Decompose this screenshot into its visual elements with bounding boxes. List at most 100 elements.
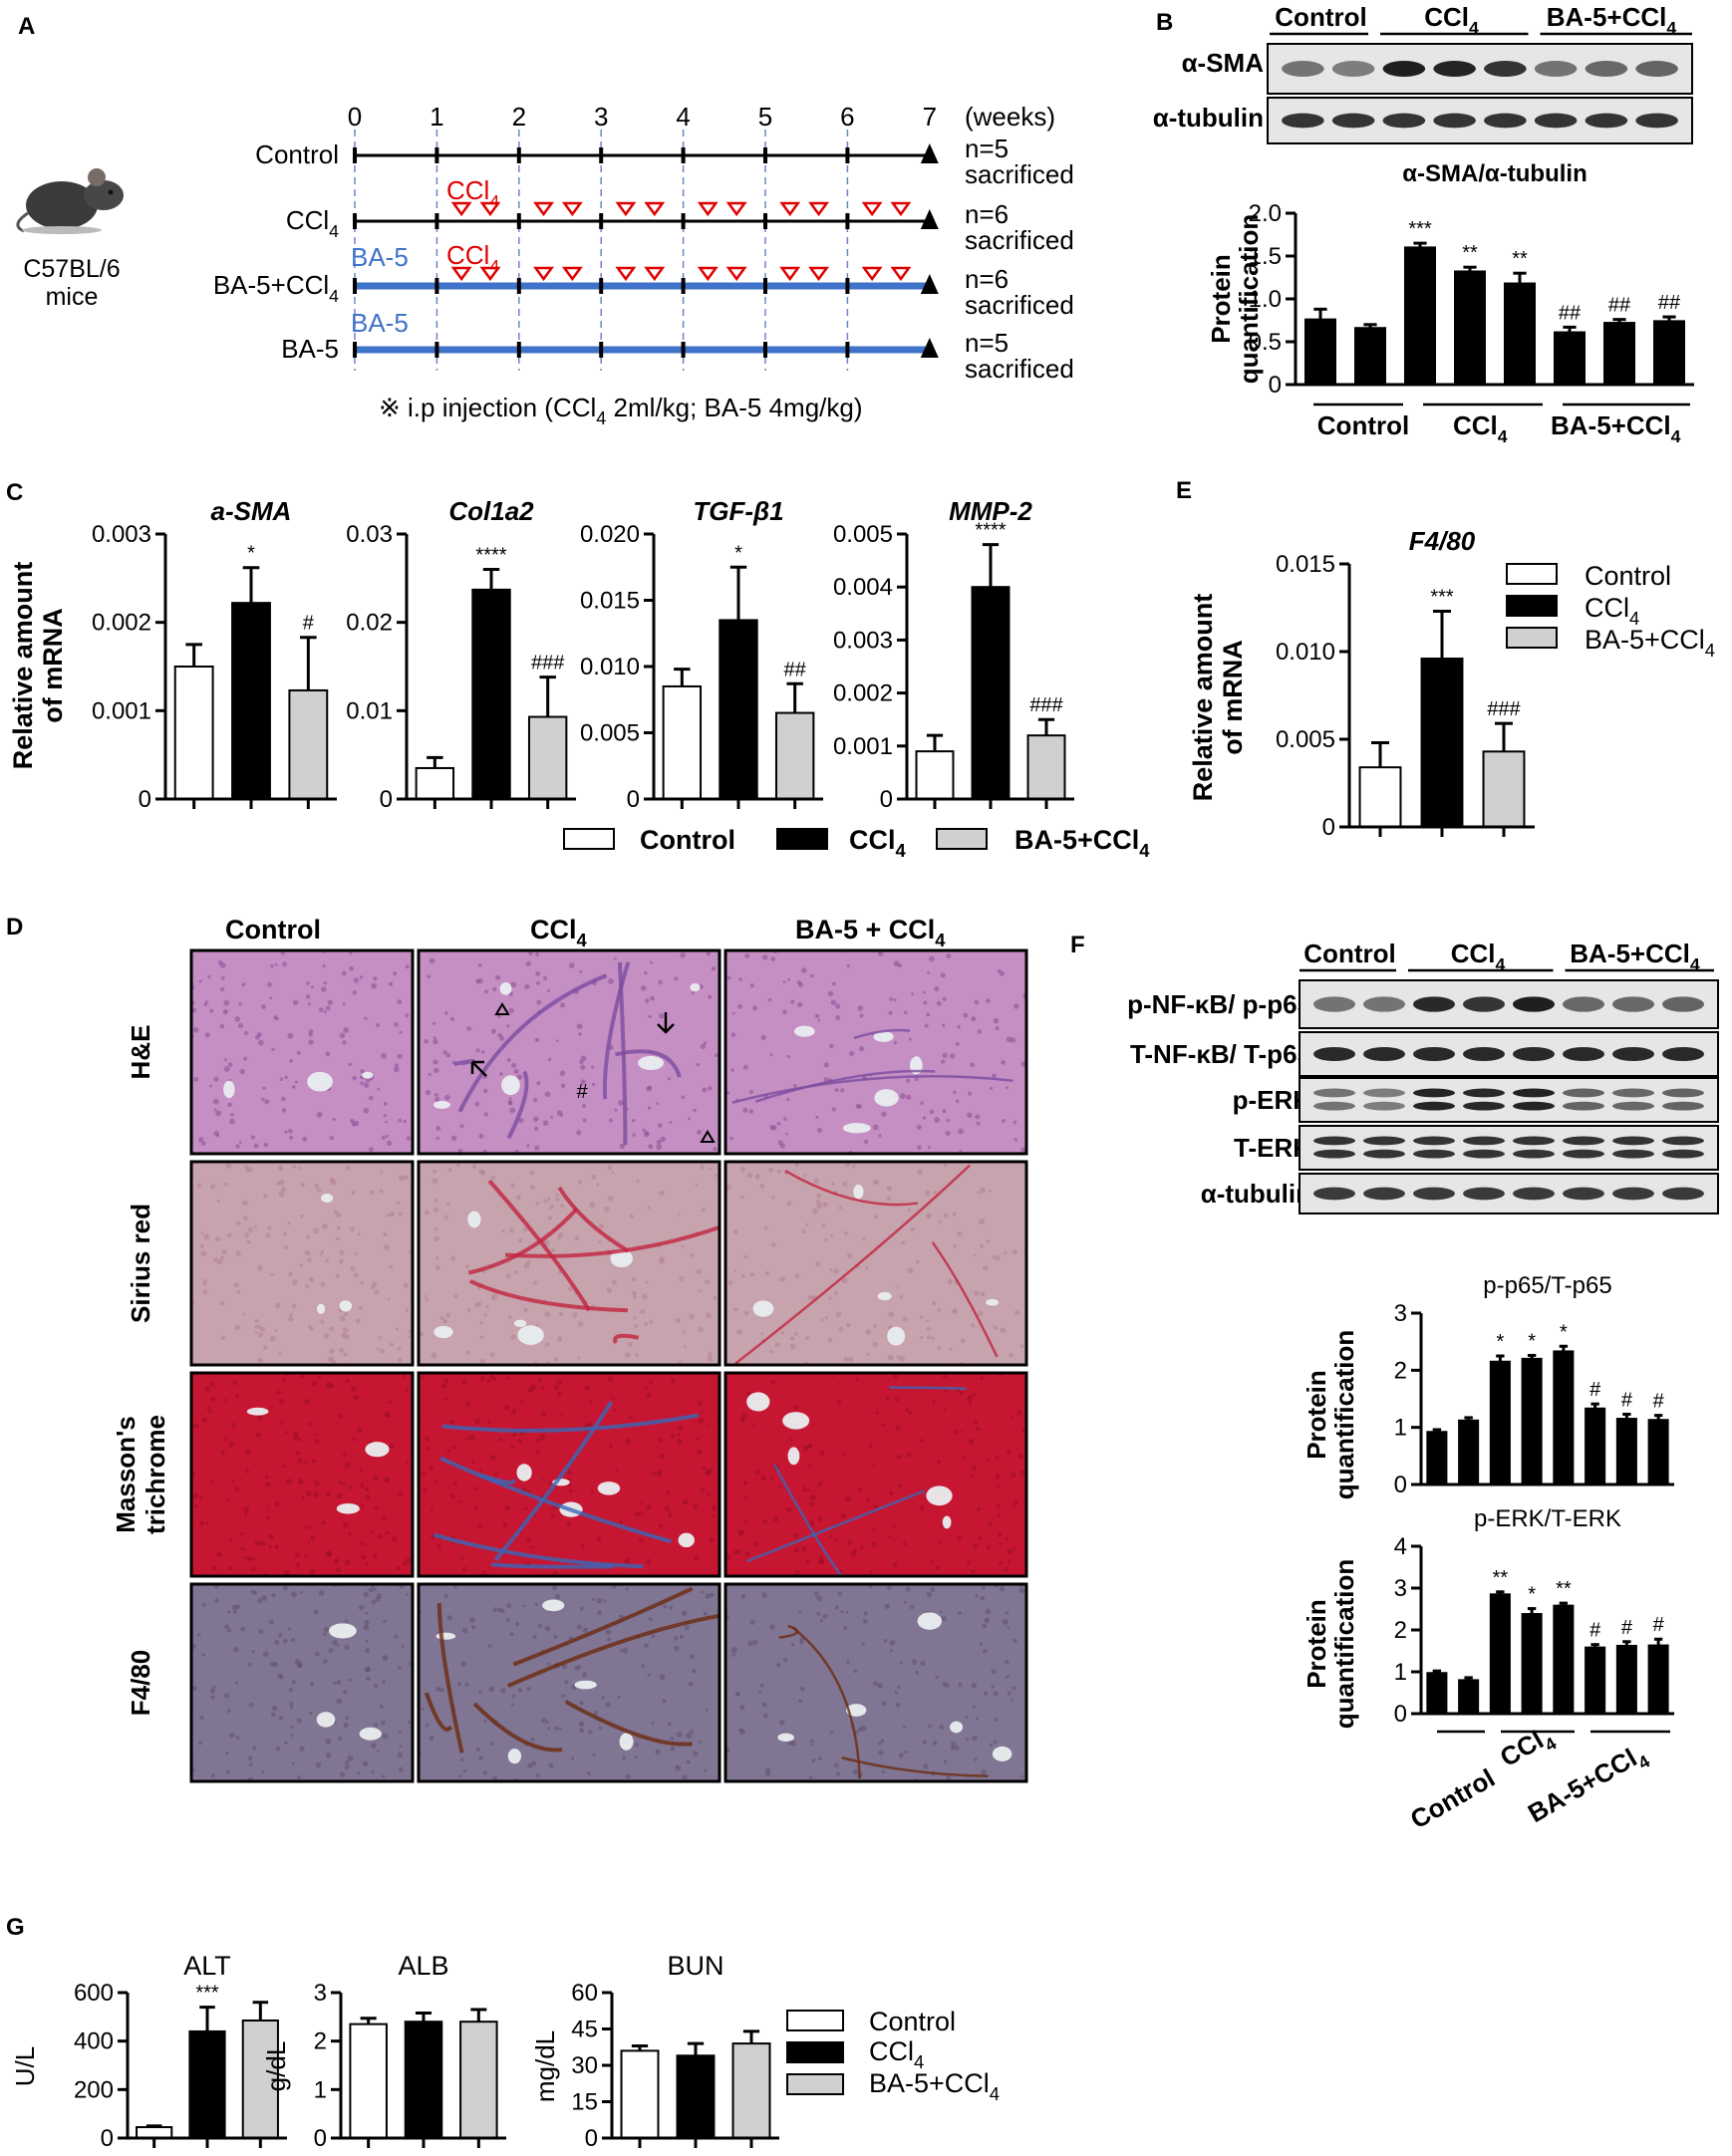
tissue-texture xyxy=(271,1705,278,1712)
tissue-texture xyxy=(373,1723,379,1728)
tissue-texture xyxy=(1003,1566,1009,1572)
tissue-texture xyxy=(359,1306,363,1311)
tissue-texture xyxy=(243,1215,248,1221)
tissue-background xyxy=(419,1162,720,1365)
histology-tile xyxy=(725,950,1026,1154)
tissue-texture xyxy=(220,962,226,968)
tissue-texture xyxy=(311,1459,317,1464)
tissue-texture xyxy=(547,1727,551,1731)
tissue-texture xyxy=(711,966,717,971)
tissue-texture xyxy=(993,1691,999,1697)
tissue-texture xyxy=(275,1302,281,1309)
tissue-texture xyxy=(727,1280,733,1285)
tissue-texture xyxy=(243,1547,247,1551)
tissue-texture xyxy=(752,1639,758,1645)
protein-band xyxy=(1413,1046,1455,1062)
significance-label: *** xyxy=(1408,218,1432,240)
tissue-texture xyxy=(479,1468,482,1472)
tissue-texture xyxy=(382,1515,387,1520)
fibrosis-septum xyxy=(773,1464,843,1576)
tissue-texture xyxy=(805,1222,809,1226)
tissue-texture xyxy=(397,1665,402,1670)
tissue-texture xyxy=(971,1465,978,1471)
tissue-texture xyxy=(280,950,285,955)
tissue-texture xyxy=(460,1757,464,1762)
tissue-texture xyxy=(462,1769,466,1773)
label-base: BA-5+CCl xyxy=(869,2068,990,2098)
tissue-texture xyxy=(946,1774,952,1780)
vessel-lumen xyxy=(435,1632,456,1640)
tissue-texture xyxy=(608,1444,614,1449)
significance-label: ** xyxy=(1556,1578,1572,1600)
tissue-texture xyxy=(461,1627,468,1634)
tissue-texture xyxy=(313,1609,319,1615)
tissue-texture xyxy=(344,1644,350,1650)
tissue-background xyxy=(419,950,720,1154)
tissue-texture xyxy=(845,1495,851,1502)
bar xyxy=(1458,1679,1480,1716)
tissue-texture xyxy=(958,1611,962,1615)
tissue-texture xyxy=(323,1332,330,1339)
chart-title: p-ERK/T-ERK xyxy=(1474,1505,1621,1532)
tissue-texture xyxy=(598,1240,602,1244)
tissue-texture xyxy=(311,1380,317,1387)
tissue-texture xyxy=(282,1585,288,1591)
chart-B: ***** **## ## ##00.51.01.52.0α-SMA/α-tubuli… xyxy=(1249,160,1694,399)
blot-strip xyxy=(1299,1125,1719,1171)
protein-band xyxy=(1662,996,1704,1012)
blot-group-ccl4: CCl4 xyxy=(1451,939,1506,974)
tissue-background xyxy=(725,950,1026,1154)
tissue-texture xyxy=(940,972,946,978)
tissue-texture xyxy=(288,1271,293,1277)
tissue-texture xyxy=(986,1458,991,1462)
tissue-texture xyxy=(707,1423,711,1426)
tissue-texture xyxy=(749,1272,754,1277)
tissue-texture xyxy=(339,1032,346,1039)
bar xyxy=(1585,1407,1606,1486)
tissue-texture xyxy=(942,1374,948,1379)
tissue-texture xyxy=(574,1666,580,1672)
tissue-texture xyxy=(434,1096,440,1103)
tissue-texture xyxy=(513,1068,519,1074)
tile-frame xyxy=(189,1582,415,1783)
tissue-texture xyxy=(942,1681,947,1686)
tissue-texture xyxy=(199,1243,204,1249)
tissue-texture xyxy=(473,1505,478,1510)
tissue-texture xyxy=(442,1320,446,1324)
tissue-texture xyxy=(491,986,497,992)
tile-frame xyxy=(723,1160,1028,1367)
tissue-texture xyxy=(582,1103,587,1108)
protein-band xyxy=(1313,1046,1355,1062)
tissue-texture xyxy=(291,1085,296,1089)
tissue-texture xyxy=(619,1648,623,1652)
bar xyxy=(415,766,455,801)
significance-label: ** xyxy=(1512,248,1528,270)
y-axis-label: quantification xyxy=(1329,1330,1359,1499)
tissue-texture xyxy=(1002,1119,1006,1123)
tissue-texture xyxy=(895,1703,901,1709)
tissue-texture xyxy=(932,1300,936,1304)
y-axis-label: Protein xyxy=(1301,1370,1331,1460)
y-axis-label: Relative amount xyxy=(1188,594,1218,802)
tissue-texture xyxy=(586,1771,591,1776)
tissue-texture xyxy=(579,1606,584,1611)
tissue-texture xyxy=(769,1476,773,1481)
tissue-texture xyxy=(805,1336,810,1341)
tissue-texture xyxy=(896,1284,900,1288)
tissue-texture xyxy=(250,1589,256,1595)
tissue-texture xyxy=(698,1418,705,1424)
tissue-texture xyxy=(659,1257,666,1264)
tissue-texture xyxy=(301,1495,306,1499)
tissue-texture xyxy=(191,1423,197,1428)
tissue-texture xyxy=(983,1265,989,1271)
tissue-texture xyxy=(341,970,347,976)
tissue-texture xyxy=(554,1593,561,1600)
tissue-texture xyxy=(845,1162,850,1168)
tissue-texture xyxy=(383,1114,388,1118)
tissue-texture xyxy=(697,1129,703,1136)
tissue-texture xyxy=(377,1347,381,1351)
tissue-texture xyxy=(209,1479,213,1482)
tissue-texture xyxy=(433,1093,438,1097)
tissue-texture xyxy=(729,1136,733,1141)
tissue-texture xyxy=(517,1438,523,1444)
